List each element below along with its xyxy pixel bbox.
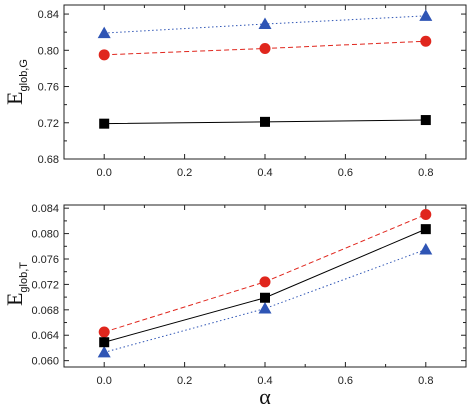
triangle-marker [419,242,433,255]
y-tick-label: 0.084 [31,203,59,215]
x-tick-label: 0.0 [97,375,112,387]
bottom-chart-panel: 0.0 0.2 0.4 0.6 0.8 0.060 0.064 0.068 0.072 0.076… [2,203,467,409]
x-tick-label: 0.4 [257,375,272,387]
circle-marker [420,209,432,221]
circle-marker [259,42,271,54]
x-tick-label: 0.6 [338,375,353,387]
y-axis-label: Eglob,G [2,59,30,105]
x-tick-label: 0.4 [257,167,272,179]
x-tick-label: 0.0 [97,167,112,179]
y-tick-label: 0.68 [38,154,59,166]
y-axis-label-subscript: glob,T [18,262,30,293]
y-tick-label: 0.76 [38,82,59,94]
x-axis-label: α [259,384,271,409]
x-tick-label: 0.8 [418,167,433,179]
y-tick-label: 0.080 [31,229,59,241]
y-tick-label: 0.80 [38,45,59,57]
square-marker [420,115,431,126]
square-marker [420,224,431,235]
triangle-marker [258,302,272,314]
y-tick-label: 0.84 [38,9,59,21]
series-triangle-line [104,249,426,353]
y-tick-label: 0.072 [31,279,59,291]
triangle-marker [258,17,272,30]
y-tick-label: 0.068 [31,305,59,317]
x-tick-label: 0.6 [338,167,353,179]
triangle-marker [419,9,433,21]
circle-marker [98,49,110,61]
triangle-marker [97,26,111,39]
square-marker [99,337,110,348]
circle-marker [259,276,271,288]
triangle-marker [97,345,111,358]
top-chart-panel: 0.0 0.2 0.4 0.6 0.8 0.68 0.72 0.76 0.80 0.84 Eglob… [2,4,467,179]
y-tick-label: 0.72 [38,118,59,130]
series-circle-line [104,214,426,333]
x-tick-label: 0.2 [177,167,192,179]
y-tick-label: 0.064 [31,330,59,342]
y-axis-label-subscript: glob,G [18,59,30,91]
square-marker [260,116,270,127]
square-marker [260,292,270,303]
x-tick-label: 0.8 [418,375,433,387]
y-axis-label: Eglob,T [2,262,30,306]
y-axis-label-main: E [2,293,27,306]
x-tick-label: 0.2 [177,375,192,387]
y-tick-label: 0.076 [31,254,59,266]
y-axis-label-main: E [2,91,27,104]
circle-marker [98,326,110,338]
circle-marker [420,35,432,47]
y-tick-label: 0.060 [31,356,59,368]
square-marker [99,118,110,129]
